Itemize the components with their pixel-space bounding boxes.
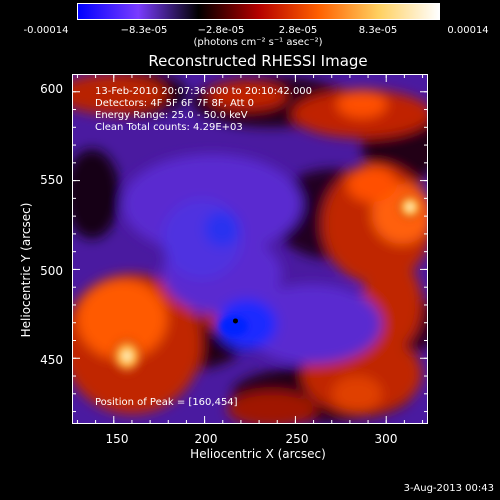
heatmap-hot-core	[107, 191, 426, 378]
heatmap-emission	[72, 74, 428, 424]
y-tick-label: 500	[40, 264, 63, 278]
axis-ticks	[72, 74, 428, 424]
info-line: Clean Total counts: 4.29E+03	[95, 122, 243, 133]
x-tick-label: 250	[285, 432, 309, 446]
footer-date: 3-Aug-2013 00:43	[403, 483, 494, 494]
colorbar-tick-label: −2.8e-05	[197, 25, 245, 36]
peak-position-text: Position of Peak = [160,454]	[95, 397, 238, 408]
plot-frame	[72, 74, 428, 424]
x-tick-label: 200	[194, 432, 218, 446]
x-tick-label: 150	[105, 432, 129, 446]
colorbar-tick-label: 8.3e-05	[358, 25, 398, 36]
colorbar-tick-label: -0.00014	[23, 25, 69, 36]
y-tick-label: 550	[40, 173, 63, 187]
y-tick-label: 450	[40, 353, 63, 367]
heatmap-plot	[72, 74, 428, 424]
colorbar-tick-label: −8.3e-05	[120, 25, 168, 36]
colorbar-tick-label: 0.00014	[447, 25, 489, 36]
colorbar-tick-label: 2.8e-05	[278, 25, 318, 36]
y-tick-label: 600	[40, 82, 63, 96]
info-line: 13-Feb-2010 20:07:36.000 to 20:10:42.000	[95, 86, 313, 97]
colorbar-units: (photons cm⁻² s⁻¹ asec⁻²)	[193, 37, 323, 48]
y-axis-label: Heliocentric Y (arcsec)	[19, 202, 33, 338]
info-line: Energy Range: 25.0 - 50.0 keV	[95, 110, 248, 121]
x-axis-label: Heliocentric X (arcsec)	[190, 447, 326, 461]
chart-title: Reconstructed RHESSI Image	[148, 52, 368, 70]
x-tick-label: 300	[374, 432, 398, 446]
peak-marker	[232, 318, 238, 324]
colorbar	[77, 3, 440, 20]
info-line: Detectors: 4F 5F 6F 7F 8F, Att 0	[95, 98, 255, 109]
